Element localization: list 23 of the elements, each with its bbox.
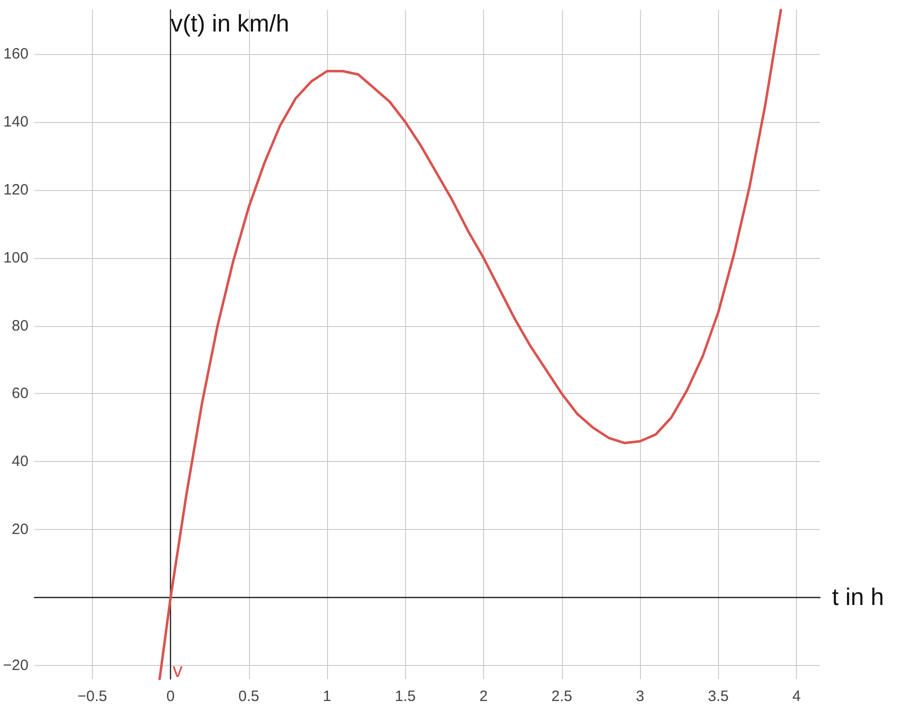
- x-tick-label: 0: [166, 688, 175, 704]
- x-tick-label: 1: [322, 688, 332, 704]
- y-tick-label: 100: [3, 249, 28, 266]
- y-axis-title: v(t) in km/h: [170, 10, 290, 38]
- x-tick-label: 1.5: [394, 688, 416, 704]
- x-tick-label: 0.5: [238, 688, 260, 704]
- line-series: [158, 8, 782, 680]
- y-tick-label: 60: [12, 385, 28, 402]
- series-label: v: [172, 660, 183, 682]
- x-tick-label: 2: [479, 688, 488, 704]
- x-tick-label: 3: [636, 688, 644, 704]
- y-tick-label: 40: [12, 453, 28, 470]
- x-tick-label: 3.5: [708, 688, 729, 704]
- x-tick-label: −0.5: [78, 688, 108, 704]
- x-tick-label: 4: [792, 688, 801, 704]
- y-tick-label: 140: [3, 114, 28, 131]
- x-tick-label: 2.5: [551, 688, 572, 704]
- y-tick-label: 120: [3, 181, 28, 198]
- x-axis-title: t in h: [832, 584, 884, 611]
- y-tick-label: 160: [3, 46, 28, 63]
- y-tick-label: 20: [12, 521, 28, 538]
- y-tick-label: 80: [12, 317, 28, 334]
- y-tick-label: −20: [2, 656, 28, 674]
